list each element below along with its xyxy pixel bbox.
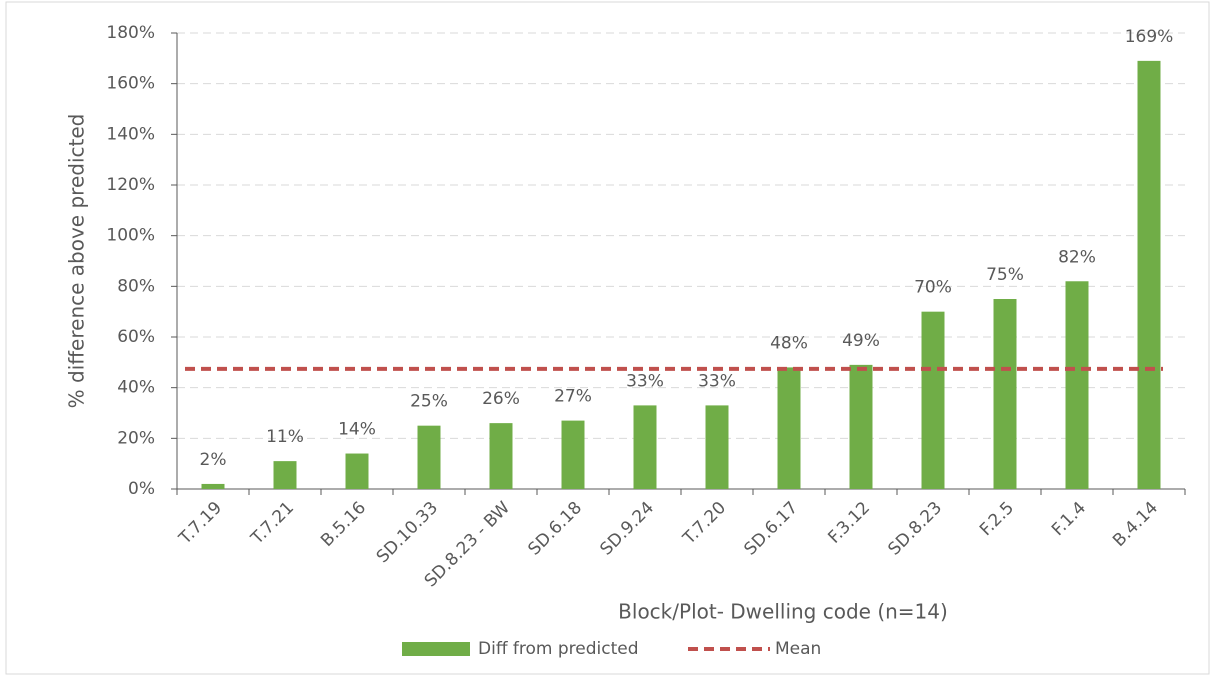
y-tick-label: 40% [117, 378, 155, 398]
data-label: 33% [698, 371, 736, 391]
data-label: 169% [1125, 27, 1174, 47]
bar [993, 299, 1017, 489]
y-tick-label: 80% [117, 276, 155, 296]
y-tick-label: 180% [106, 23, 155, 43]
data-label: 25% [410, 392, 448, 412]
data-label: 2% [200, 450, 227, 470]
data-label: 33% [626, 371, 664, 391]
data-label: 14% [338, 420, 376, 440]
y-tick-label: 0% [128, 479, 155, 499]
data-label: 26% [482, 389, 520, 409]
bar [1137, 60, 1161, 489]
data-label: 49% [842, 331, 880, 351]
bar [633, 405, 657, 489]
bar [273, 461, 297, 489]
y-tick-label: 140% [106, 124, 155, 144]
y-tick-label: 100% [106, 226, 155, 246]
bar [417, 425, 441, 489]
bar [921, 311, 945, 489]
data-label: 11% [266, 427, 304, 447]
chart-frame [5, 1, 1210, 675]
y-tick-label: 60% [117, 327, 155, 347]
bar [705, 405, 729, 489]
y-tick-label: 120% [106, 175, 155, 195]
bar [345, 453, 369, 489]
bar [561, 420, 585, 489]
legend-label: Diff from predicted [478, 639, 639, 659]
y-axis-title: % difference above predicted [65, 114, 89, 409]
data-label: 82% [1058, 247, 1096, 267]
bar [1065, 281, 1089, 489]
data-label: 48% [770, 333, 808, 353]
legend-label: Mean [775, 639, 821, 659]
data-label: 70% [914, 278, 952, 298]
x-axis-title: Block/Plot- Dwelling code (n=14) [618, 600, 948, 624]
bar [489, 423, 513, 489]
y-tick-label: 160% [106, 74, 155, 94]
data-label: 27% [554, 387, 592, 407]
bar [849, 364, 873, 489]
bar [777, 367, 801, 489]
data-label: 75% [986, 265, 1024, 285]
y-tick-label: 20% [117, 428, 155, 448]
bar [201, 483, 225, 489]
legend-swatch-bar [402, 642, 470, 656]
